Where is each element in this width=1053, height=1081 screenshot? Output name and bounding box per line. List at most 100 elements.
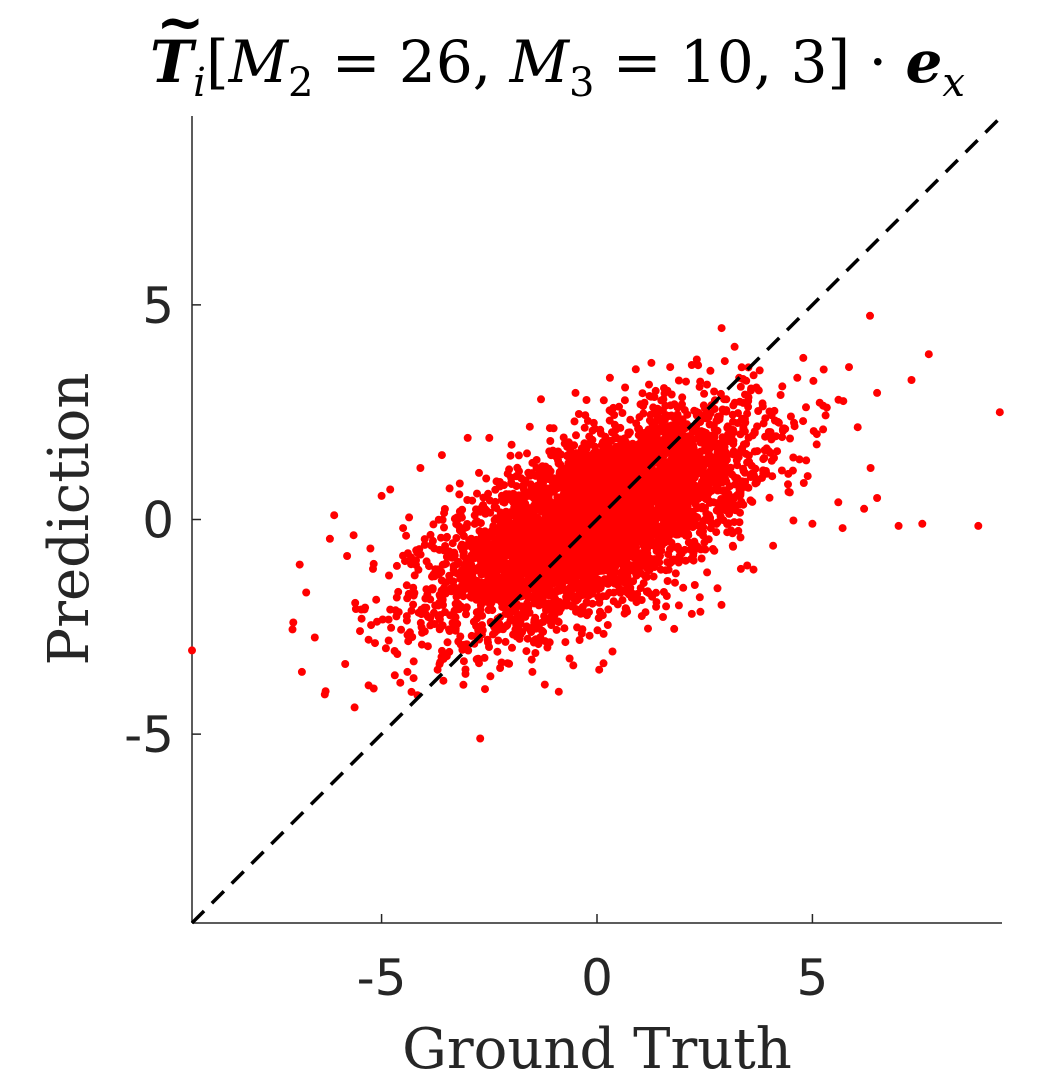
data-point	[704, 413, 713, 421]
data-point	[463, 496, 472, 504]
data-point	[596, 470, 604, 479]
data-point	[655, 489, 664, 498]
data-point	[579, 532, 587, 541]
data-point	[470, 519, 479, 528]
data-point	[641, 608, 650, 617]
data-point	[464, 646, 473, 655]
data-point	[642, 546, 651, 555]
data-point	[629, 562, 638, 571]
data-point	[674, 376, 683, 385]
data-point	[723, 528, 732, 537]
data-point	[712, 506, 721, 515]
data-point	[491, 485, 500, 494]
data-point	[457, 543, 465, 551]
data-point	[476, 734, 485, 743]
data-point	[745, 457, 754, 466]
data-point	[705, 511, 714, 520]
data-point	[747, 384, 756, 393]
data-point	[445, 627, 454, 635]
data-point	[506, 616, 515, 625]
data-point	[451, 624, 460, 633]
data-point	[371, 639, 379, 648]
data-point	[451, 599, 460, 608]
data-point	[703, 380, 711, 389]
data-point	[384, 636, 393, 645]
data-point	[509, 521, 518, 530]
data-point	[703, 568, 712, 577]
data-point	[520, 494, 529, 503]
data-point	[475, 468, 483, 477]
data-point	[701, 504, 709, 512]
data-point	[524, 603, 533, 612]
data-point	[420, 603, 429, 612]
data-point	[608, 448, 617, 457]
data-point	[288, 625, 297, 634]
data-point	[476, 507, 485, 516]
data-point	[754, 407, 763, 415]
data-point	[717, 324, 726, 333]
data-point	[839, 397, 848, 406]
data-point	[821, 411, 830, 420]
data-point	[788, 466, 797, 475]
data-point	[463, 520, 472, 528]
data-point	[563, 452, 571, 460]
data-point	[695, 410, 704, 419]
data-point	[450, 548, 459, 557]
data-point	[565, 654, 574, 663]
data-point	[572, 547, 581, 556]
data-point	[467, 631, 476, 640]
data-point	[739, 423, 748, 432]
data-point	[680, 545, 689, 554]
data-point	[349, 531, 358, 540]
data-point	[418, 628, 427, 637]
data-point	[537, 560, 546, 569]
data-point	[767, 456, 776, 465]
data-point	[546, 437, 555, 445]
data-point	[673, 542, 682, 551]
data-point	[809, 427, 818, 436]
data-point	[484, 589, 493, 598]
data-point	[729, 401, 738, 410]
data-point	[582, 508, 591, 517]
data-point	[729, 417, 737, 426]
data-point	[462, 640, 471, 649]
data-point	[503, 525, 512, 534]
data-point	[726, 463, 735, 472]
data-point	[518, 611, 527, 620]
title-m2: M	[228, 28, 290, 96]
data-point	[768, 472, 777, 481]
data-point	[758, 399, 767, 408]
data-point	[710, 546, 719, 555]
data-point	[480, 582, 489, 590]
data-point	[773, 447, 782, 456]
data-point	[422, 557, 431, 566]
data-point	[582, 396, 591, 404]
data-point	[545, 638, 554, 647]
title-vec: e	[905, 28, 942, 96]
data-point	[600, 448, 609, 457]
data-point	[697, 554, 706, 563]
data-point	[744, 402, 753, 411]
data-point	[789, 516, 798, 525]
data-point	[482, 474, 491, 483]
data-point	[455, 490, 464, 499]
data-point	[467, 543, 476, 552]
data-point	[555, 495, 564, 503]
data-point	[585, 432, 594, 441]
data-point	[659, 613, 667, 621]
data-point	[621, 383, 630, 392]
data-point	[624, 430, 633, 439]
data-point	[476, 623, 485, 632]
data-point	[673, 403, 682, 412]
data-point	[604, 605, 613, 614]
data-point	[551, 452, 560, 461]
data-point	[544, 514, 553, 523]
data-point	[644, 425, 653, 434]
data-point	[512, 472, 521, 481]
data-point	[749, 565, 758, 574]
data-point	[616, 588, 625, 597]
data-point	[754, 386, 763, 395]
data-point	[640, 398, 649, 407]
data-point	[803, 472, 812, 481]
